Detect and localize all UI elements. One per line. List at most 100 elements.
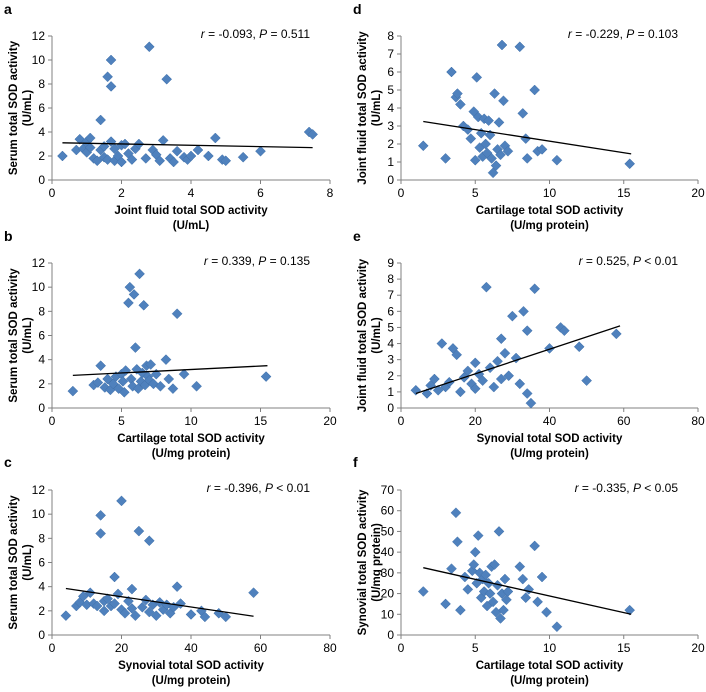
x-axis-label-line: Cartilage total SOD activity <box>476 660 624 672</box>
data-point <box>432 384 444 396</box>
y-axis-label-line: Serum total SOD activity <box>8 268 20 403</box>
x-axis-label-line: Cartilage total SOD activity <box>117 433 265 445</box>
x-axis-label: Synovial total SOD activity (U/mg protein… <box>118 660 264 687</box>
data-point <box>558 325 570 337</box>
y-tick-label: 4 <box>38 125 45 139</box>
data-point <box>171 145 183 157</box>
data-point <box>203 150 214 162</box>
y-tick-label: 2 <box>38 604 45 618</box>
data-point <box>499 573 511 585</box>
stat-p-value: = 0.103 <box>634 27 678 41</box>
data-point <box>536 571 548 583</box>
stat-p-value: = 0.135 <box>266 254 310 268</box>
data-point <box>140 153 152 164</box>
y-tick-label: 0 <box>387 401 394 415</box>
y-tick-label: 3 <box>387 353 394 367</box>
data-point <box>102 373 113 385</box>
y-tick-label: 40 <box>381 545 395 559</box>
data-point <box>117 376 129 387</box>
trend-line <box>62 142 313 149</box>
data-point <box>109 598 120 609</box>
stat-r-value: = -0.396, <box>211 481 265 495</box>
x-tick-label: 20 <box>115 641 129 655</box>
data-point <box>493 117 505 128</box>
panel-c: c 0 2 4 6 8 10 12 0 20 40 60 80 Synovial total SOD ac… <box>4 454 337 687</box>
stats-annotation: r = -0.229, P = 0.103 <box>568 27 678 41</box>
y-tick-label: 10 <box>381 607 395 621</box>
data-point <box>143 41 155 53</box>
y-axis-label: Synovial total SOD activity (U/mg protein… <box>357 489 383 635</box>
x-tick-label: 4 <box>188 186 195 200</box>
data-point <box>529 540 541 552</box>
y-axis-label-units: (U/mL) <box>22 90 34 127</box>
panel-letter: b <box>4 228 13 244</box>
data-point <box>514 378 526 390</box>
y-axis-label: Joint fluid total SOD activity (U/mL) <box>357 258 383 412</box>
data-point <box>145 359 157 370</box>
data-point <box>185 150 197 162</box>
data-point <box>451 349 463 361</box>
data-point <box>95 528 107 539</box>
data-point <box>220 155 232 167</box>
x-tick-label: 15 <box>254 414 268 428</box>
stat-r-symbol: r <box>201 27 206 41</box>
data-point <box>488 381 500 393</box>
y-tick-label: 10 <box>32 53 46 67</box>
data-point <box>477 375 489 386</box>
stat-r-symbol: r <box>575 481 580 495</box>
panel-f: f 0 10 20 30 40 50 60 70 0 5 10 15 20 Cartilage total … <box>353 454 705 687</box>
y-axis-label: Serum total SOD activity (U/mL) <box>8 268 34 403</box>
data-point <box>468 559 480 570</box>
data-point <box>498 604 509 616</box>
x-axis-label-line: Cartilage total SOD activity <box>476 205 624 217</box>
x-tick-label: 20 <box>323 414 337 428</box>
data-point <box>480 569 491 581</box>
data-point <box>410 384 422 396</box>
data-point <box>92 377 104 388</box>
stat-r-symbol: r <box>207 481 212 495</box>
data-point <box>502 586 514 597</box>
y-tick-label: 8 <box>387 29 394 43</box>
data-point <box>624 158 636 170</box>
x-tick-label: 15 <box>617 641 631 655</box>
y-tick-label: 12 <box>32 483 46 497</box>
y-tick-label: 5 <box>387 83 394 97</box>
data-point <box>507 310 518 322</box>
y-axis-label-units: (U/mL) <box>22 317 34 354</box>
x-tick-label: 10 <box>543 641 557 655</box>
x-tick-label: 0 <box>398 414 405 428</box>
data-point <box>130 342 141 353</box>
data-point <box>489 559 500 570</box>
x-axis-label-units: (U/mg protein) <box>510 675 589 687</box>
stat-p-value: < 0.01 <box>641 254 678 268</box>
data-point <box>161 73 173 85</box>
data-point <box>143 606 155 618</box>
data-point <box>514 561 526 572</box>
x-axis-label: Cartilage total SOD activity (U/mg protei… <box>117 433 265 460</box>
data-point <box>220 611 232 623</box>
x-tick-label: 60 <box>617 414 631 428</box>
data-point <box>581 375 592 386</box>
y-tick-label: 50 <box>381 524 395 538</box>
y-axis-label-line: Serum total SOD activity <box>8 40 20 175</box>
data-point <box>455 99 466 110</box>
y-tick-label: 70 <box>381 483 395 497</box>
data-point <box>134 268 145 280</box>
x-tick-label: 8 <box>327 186 334 200</box>
y-tick-label: 10 <box>32 280 46 294</box>
trend-line <box>65 587 254 617</box>
data-point <box>573 341 585 353</box>
x-axis-label: Joint fluid total SOD activity (U/mL) <box>114 205 268 232</box>
trend-line <box>72 365 268 377</box>
x-axis-label-units: (U/mL) <box>173 220 210 232</box>
y-tick-label: 7 <box>387 47 394 61</box>
trend-line <box>423 567 632 615</box>
y-axis-label-line: Joint fluid total SOD activity <box>357 31 369 185</box>
y-tick-label: 9 <box>387 256 394 270</box>
data-point <box>495 333 507 345</box>
data-point <box>77 590 89 602</box>
data-point <box>102 71 113 83</box>
stat-p-value: = 0.511 <box>267 27 310 41</box>
y-tick-label: 8 <box>38 304 45 318</box>
